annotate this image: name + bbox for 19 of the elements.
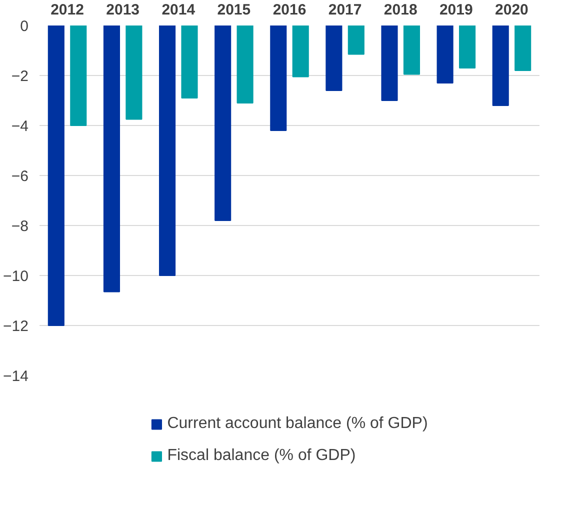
y-tick-label: −14 [3,368,29,385]
x-tick-label: 2012 [50,2,84,18]
y-tick-label: −8 [11,218,29,235]
x-tick-label: 2016 [272,2,306,18]
y-tick-label: −10 [3,268,29,285]
x-tick-label: 2014 [162,2,196,18]
x-tick-label: 2020 [495,2,528,18]
x-tick-label: 2013 [106,2,140,18]
x-tick-label: 2018 [384,2,418,18]
legend-label: Current account balance (% of GDP) [167,415,428,433]
y-tick-label: −2 [11,68,29,85]
y-tick-label: 0 [20,18,28,35]
y-tick-label: −12 [3,318,29,335]
y-tick-label: −4 [11,118,29,135]
legend-label: Fiscal balance (% of GDP) [167,447,356,465]
x-tick-label: 2019 [439,2,473,18]
x-tick-label: 2015 [217,2,251,18]
x-tick-label: 2017 [328,2,362,18]
y-tick-label: −6 [11,168,29,185]
